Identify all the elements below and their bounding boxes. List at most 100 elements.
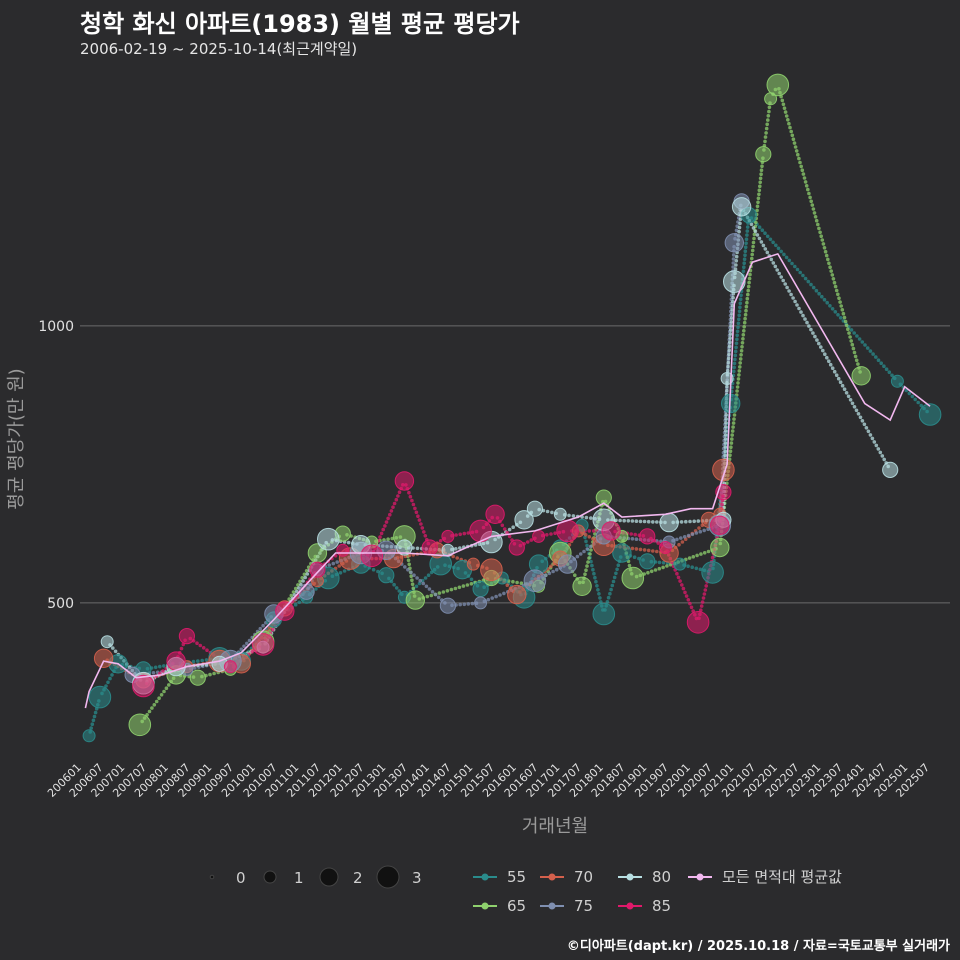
connector-dot-80: [655, 520, 659, 524]
connector-dot-75: [731, 257, 736, 261]
connector-dot-55: [91, 718, 96, 723]
connector-dot-75: [588, 544, 593, 549]
connector-dot-65: [820, 238, 825, 242]
connector-dot-70: [505, 583, 510, 587]
connector-dot-80: [571, 514, 576, 518]
connector-dot-65: [296, 583, 300, 587]
connector-dot-65: [736, 377, 741, 381]
connector-dot-65: [791, 137, 796, 141]
point-55: [612, 543, 632, 563]
connector-dot-65: [646, 570, 650, 575]
series-connectors: [88, 87, 929, 734]
connector-dot-55: [879, 361, 883, 366]
connector-dot-55: [890, 373, 894, 378]
connector-dot-85: [205, 648, 209, 652]
connector-dot-55: [615, 567, 619, 572]
connector-dot-65: [162, 689, 166, 694]
connector-dot-55: [776, 246, 781, 251]
point-55: [673, 557, 687, 571]
connector-dot-75: [245, 641, 249, 646]
connector-dot-65: [786, 118, 790, 122]
point-75: [724, 233, 744, 253]
connector-dot-55: [745, 233, 749, 237]
connector-dot-80: [723, 433, 728, 437]
connector-dot-80: [832, 369, 837, 374]
connector-dot-80: [836, 376, 841, 381]
connector-dot-75: [498, 593, 502, 597]
connector-dot-65: [736, 381, 740, 385]
connector-dot-55: [371, 567, 376, 572]
connector-dot-80: [630, 519, 635, 523]
connector-dot-55: [698, 567, 703, 572]
connector-dot-65: [756, 196, 761, 201]
point-80: [100, 635, 114, 649]
connector-dot-55: [779, 249, 783, 254]
connector-dot-80: [113, 649, 118, 654]
connector-dot-80: [825, 355, 829, 360]
connector-dot-65: [755, 208, 759, 213]
connector-dot-80: [729, 324, 733, 328]
connector-dot-80: [781, 278, 785, 283]
connector-dot-65: [409, 574, 414, 578]
connector-dot-55: [795, 267, 800, 272]
connector-dot-65: [806, 187, 810, 192]
connector-dot-65: [515, 580, 519, 585]
connector-dot-65: [159, 693, 164, 697]
connector-dot-80: [614, 518, 618, 523]
connector-dot-80: [827, 359, 831, 364]
connector-dot-65: [764, 131, 768, 135]
point-55: [82, 729, 96, 743]
connector-dot-65: [287, 597, 292, 601]
connector-dot-65: [763, 139, 767, 144]
connector-dot-85: [545, 533, 549, 537]
connector-dot-80: [811, 331, 815, 335]
point-75: [298, 583, 315, 600]
connector-dot-65: [800, 168, 805, 172]
connector-dot-85: [422, 530, 426, 534]
connector-dot-80: [805, 320, 809, 325]
connector-dot-55: [742, 261, 746, 266]
connector-dot-65: [759, 172, 763, 176]
connector-dot-65: [819, 234, 823, 238]
connector-dot-75: [258, 626, 263, 631]
connector-dot-65: [739, 349, 744, 353]
connector-dot-75: [406, 567, 410, 572]
connector-dot-70: [651, 549, 655, 553]
connector-dot-80: [567, 513, 571, 518]
connector-dot-85: [507, 534, 512, 539]
connector-dot-65: [833, 284, 838, 289]
point-85: [686, 611, 710, 634]
connector-dot-65: [804, 184, 809, 188]
connector-dot-80: [507, 527, 512, 532]
connector-dot-55: [871, 352, 875, 356]
connector-dot-65: [386, 537, 390, 541]
connector-dot-65: [846, 327, 850, 332]
connector-dot-65: [411, 586, 416, 590]
connector-dot-55: [592, 571, 596, 576]
connector-dot-55: [742, 265, 746, 270]
connector-dot-75: [403, 565, 407, 569]
connector-dot-65: [390, 536, 395, 541]
connector-dot-65: [583, 572, 587, 576]
connector-dot-80: [733, 267, 738, 271]
connector-dot-75: [427, 587, 432, 591]
connector-dot-65: [752, 236, 756, 241]
connector-dot-55: [598, 596, 602, 600]
connector-dot-80: [723, 429, 728, 433]
connector-dot-65: [410, 582, 415, 586]
connector-dot-55: [743, 249, 748, 253]
point-85: [441, 529, 455, 543]
point-65: [755, 146, 772, 163]
connector-dot-55: [790, 261, 794, 266]
connector-dot-80: [840, 383, 845, 388]
connector-dot-55: [657, 560, 662, 565]
connector-dot-65: [743, 316, 747, 321]
connector-dot-65: [747, 276, 752, 281]
connector-dot-65: [739, 353, 743, 357]
connector-dot-75: [490, 596, 495, 600]
connector-dot-80: [725, 368, 730, 373]
connector-dot-85: [553, 531, 557, 535]
chart-title: 청학 화신 아파트(1983) 월별 평균 평당가: [80, 10, 520, 38]
connector-dot-55: [736, 325, 740, 330]
connector-dot-75: [502, 591, 506, 596]
